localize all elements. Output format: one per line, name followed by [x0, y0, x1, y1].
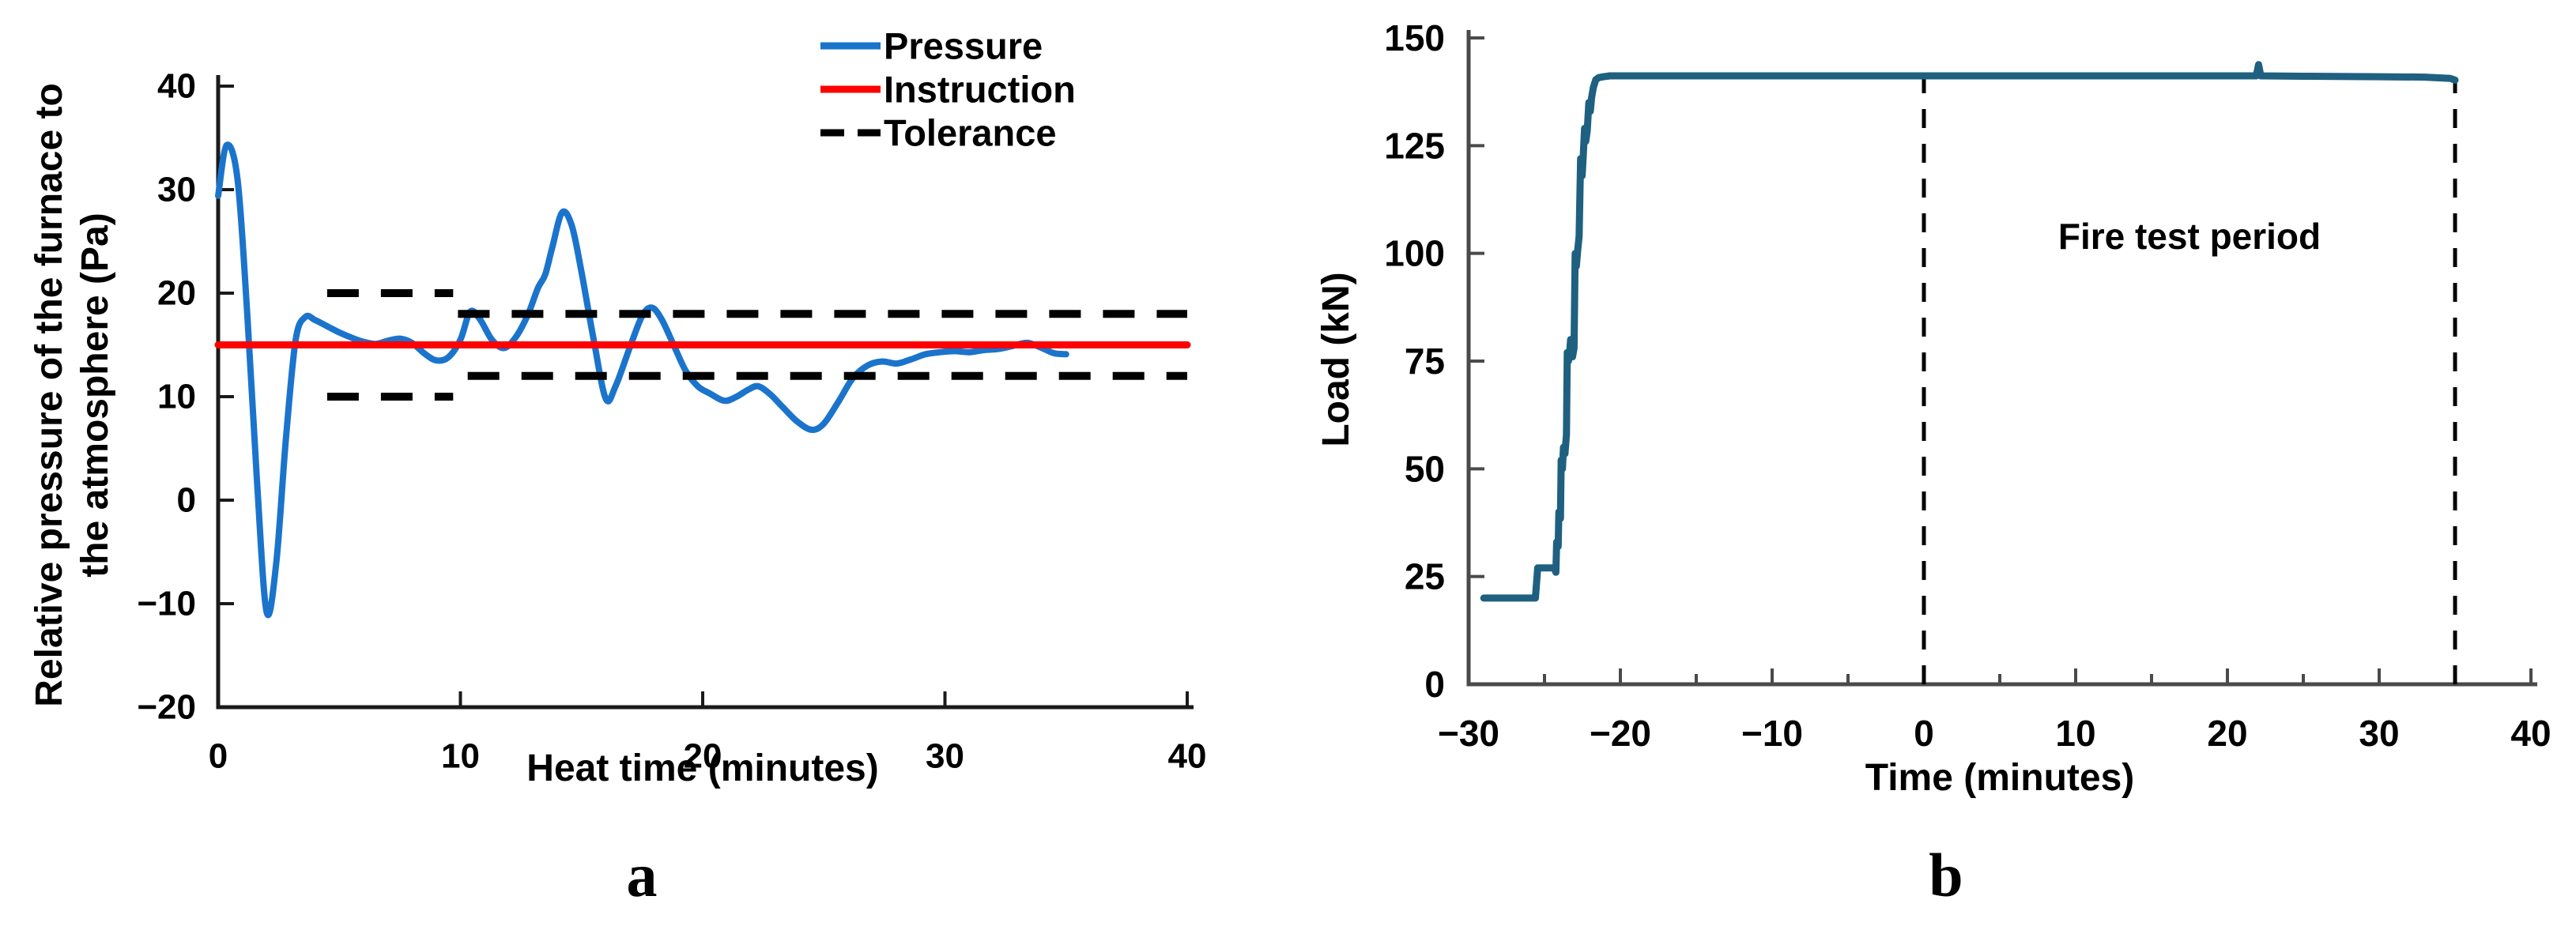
y-tick-label: −10 [137, 585, 196, 623]
y-axis-title-line: the atmosphere (Pa) [74, 213, 116, 577]
series-load [1480, 61, 2459, 602]
x-tick-label: 40 [1168, 737, 1207, 776]
legend-label-tolerance: Tolerance [884, 112, 1057, 154]
x-tick-label: 30 [926, 737, 964, 776]
panel-label-a: a [626, 841, 658, 909]
x-tick-label: 20 [2207, 713, 2247, 754]
x-axis-title: Time (minutes) [1865, 757, 2135, 799]
x-tick-label: 0 [209, 737, 228, 776]
y-tick-label: 50 [1405, 448, 1445, 489]
x-axis-title: Heat time (minutes) [526, 747, 878, 789]
y-tick-label: 40 [157, 67, 196, 106]
y-tick-label: 100 [1384, 233, 1445, 274]
y-tick-label: 10 [157, 378, 196, 416]
y-axis-title-line: Relative pressure of the furnace to [28, 83, 70, 707]
annotation-text: Fire test period [2058, 216, 2321, 257]
load-chart: 0 25 50 75 100 125 150 −30 −20 −10 0 10 20 30 40 Time (… [1315, 17, 2551, 799]
x-tick-label: 40 [2510, 713, 2551, 754]
y-tick-label: −20 [137, 688, 196, 727]
x-tick-label: −30 [1438, 713, 1499, 754]
x-tick-label: 0 [1914, 713, 1934, 754]
y-tick-label: 75 [1405, 341, 1445, 382]
pressure-chart: −20 −10 0 10 20 30 40 0 10 20 30 40 Heat time (minut… [28, 25, 1206, 790]
x-tick-label: 10 [441, 737, 480, 776]
legend-label-instruction: Instruction [884, 69, 1076, 111]
x-tick-label: −20 [1590, 713, 1651, 754]
x-tick-label: −10 [1741, 713, 1803, 754]
y-tick-label: 20 [157, 274, 196, 313]
series-pressure [215, 141, 1069, 619]
panel-label-b: b [1929, 841, 1963, 909]
y-tick-label: 30 [157, 171, 196, 209]
y-tick-label: 25 [1405, 556, 1445, 597]
y-axis-title-line: Load (kN) [1315, 272, 1357, 446]
x-tick-label: 30 [2359, 713, 2399, 754]
y-tick-label: 0 [1424, 664, 1445, 705]
y-tick-label: 125 [1384, 125, 1445, 166]
y-tick-label: 150 [1384, 17, 1445, 58]
x-tick-label: 10 [2055, 713, 2095, 754]
x-tick-label: 20 [684, 737, 722, 776]
y-tick-label: 0 [177, 481, 196, 520]
legend-label-pressure: Pressure [884, 25, 1043, 67]
